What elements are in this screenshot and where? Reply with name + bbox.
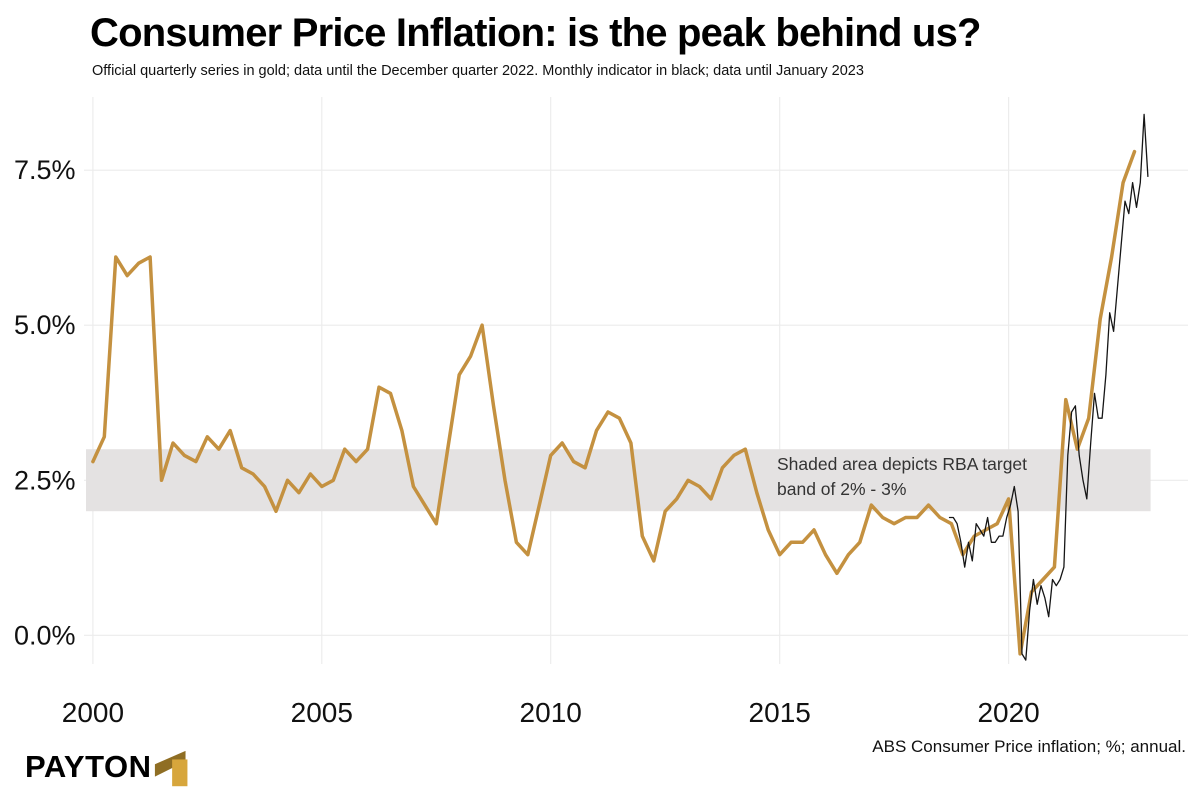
y-axis-tick-label: 5.0% [14, 310, 76, 340]
series-line-quarterly-official [91, 149, 1137, 656]
series-line-monthly-indicator [948, 113, 1149, 661]
chart-header: Consumer Price Inflation: is the peak be… [90, 10, 981, 80]
target-band-annotation-line2: band of 2% - 3% [777, 479, 907, 499]
target-band-annotation: Shaded area depicts RBA target band of 2… [777, 452, 1027, 502]
y-axis-tick-label: 7.5% [14, 155, 76, 185]
payton-logo: PAYTON [25, 745, 197, 792]
x-axis-tick-label: 2020 [977, 697, 1039, 728]
x-axis-tick-label: 2015 [749, 697, 811, 728]
rba-target-band [86, 449, 1151, 512]
chart-title: Consumer Price Inflation: is the peak be… [90, 11, 981, 55]
payton-logo-mark-icon [155, 750, 188, 787]
source-note: ABS Consumer Price inflation; %; annual. [872, 737, 1186, 756]
x-axis-tick-label: 2000 [62, 697, 124, 728]
y-axis-tick-label: 2.5% [14, 465, 76, 495]
chart-subtitle: Official quarterly series in gold; data … [92, 63, 864, 79]
target-band-annotation-line1: Shaded area depicts RBA target [777, 454, 1028, 474]
x-axis-tick-label: 2010 [520, 697, 582, 728]
x-axis-tick-label: 2005 [291, 697, 353, 728]
y-axis-tick-label: 0.0% [14, 620, 76, 650]
payton-logo-text: PAYTON [25, 749, 152, 784]
